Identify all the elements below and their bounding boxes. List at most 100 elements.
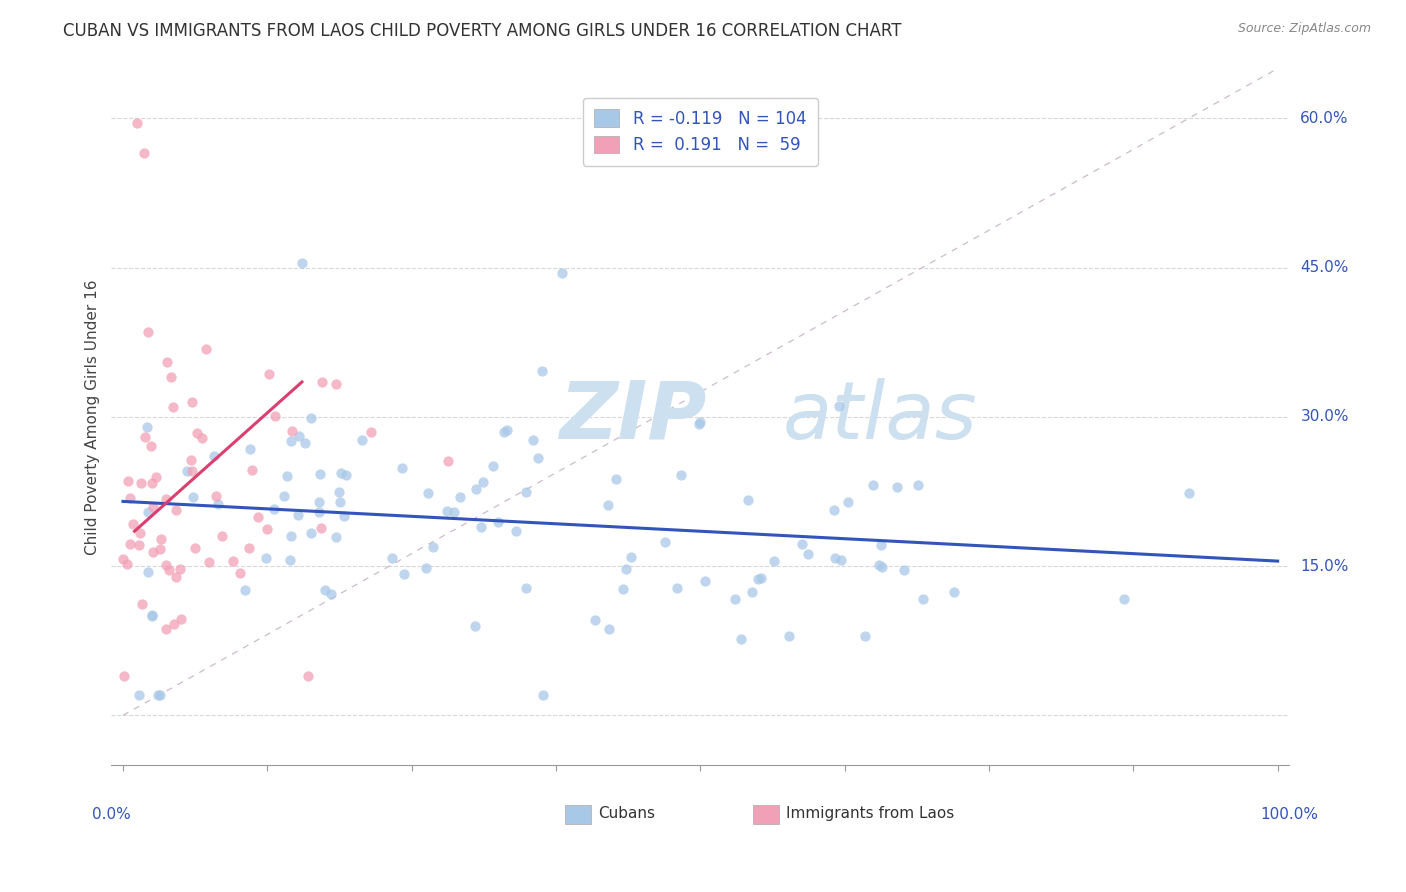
Text: 15.0%: 15.0% (1301, 558, 1348, 574)
Text: 100.0%: 100.0% (1260, 806, 1319, 822)
Point (333, 509, 356, 524)
Point (693, 574, 716, 589)
Point (907, 478, 929, 492)
Point (492, 425, 515, 439)
Point (792, 537, 814, 551)
Point (280, 553, 302, 567)
Point (181, 490, 204, 504)
Point (138, 325, 160, 339)
Point (823, 503, 845, 517)
Point (855, 629, 877, 643)
Point (242, 463, 264, 477)
Point (515, 485, 537, 500)
Point (862, 478, 884, 492)
Point (309, 521, 332, 535)
Point (730, 632, 752, 646)
Point (870, 538, 893, 552)
Point (614, 562, 637, 576)
Point (1112, 592, 1135, 607)
Point (724, 591, 747, 606)
Point (117, 474, 139, 488)
Point (155, 622, 177, 636)
Point (311, 376, 333, 390)
Text: Cubans: Cubans (598, 806, 655, 822)
Point (162, 401, 184, 415)
Text: CUBAN VS IMMIGRANTS FROM LAOS CHILD POVERTY AMONG GIRLS UNDER 16 CORRELATION CHA: CUBAN VS IMMIGRANTS FROM LAOS CHILD POVE… (63, 22, 901, 40)
Point (181, 395, 204, 409)
Point (482, 458, 505, 473)
Point (186, 425, 208, 440)
Point (204, 449, 226, 463)
Point (280, 434, 302, 448)
Point (256, 522, 278, 536)
Point (112, 668, 135, 682)
Point (211, 529, 233, 543)
Point (449, 490, 471, 504)
Point (381, 551, 404, 566)
Point (470, 520, 492, 534)
Text: 0.0%: 0.0% (91, 806, 131, 822)
Point (325, 377, 347, 392)
Point (169, 562, 191, 576)
Point (330, 466, 353, 480)
Point (527, 451, 550, 466)
Point (319, 587, 342, 601)
Point (131, 475, 153, 490)
Text: atlas: atlas (783, 378, 977, 456)
Point (654, 534, 676, 549)
Point (115, 558, 138, 572)
Point (125, 116, 148, 130)
Point (291, 255, 314, 269)
Point (886, 480, 908, 494)
Point (122, 516, 145, 531)
Point (132, 146, 155, 161)
Point (149, 532, 172, 546)
Point (229, 566, 252, 580)
Point (868, 558, 890, 572)
Point (443, 505, 465, 519)
Point (551, 266, 574, 280)
Point (620, 550, 643, 565)
Point (299, 411, 322, 425)
Point (165, 570, 187, 584)
Point (263, 501, 285, 516)
Point (139, 439, 162, 453)
Point (308, 505, 330, 519)
Point (671, 468, 693, 483)
Point (149, 542, 172, 557)
Point (163, 616, 186, 631)
Point (436, 504, 458, 518)
Point (308, 467, 330, 482)
Point (128, 688, 150, 702)
Point (464, 482, 486, 496)
Point (596, 498, 619, 512)
Point (314, 582, 336, 597)
Point (149, 689, 172, 703)
Point (688, 417, 710, 431)
Point (418, 486, 440, 500)
Point (207, 497, 229, 511)
Point (273, 490, 295, 504)
Point (486, 515, 509, 529)
Point (280, 529, 302, 543)
Point (204, 489, 226, 503)
Point (159, 563, 181, 577)
Legend: R = -0.119   N = 104, R =  0.191   N =  59: R = -0.119 N = 104, R = 0.191 N = 59 (582, 98, 818, 166)
Point (531, 689, 554, 703)
Point (287, 508, 309, 522)
Point (747, 572, 769, 586)
Point (239, 442, 262, 456)
Point (612, 582, 634, 596)
Point (184, 541, 207, 556)
FancyBboxPatch shape (754, 805, 779, 824)
Point (198, 555, 221, 569)
Point (350, 433, 373, 447)
Point (797, 547, 820, 561)
Point (134, 430, 156, 444)
Point (263, 409, 285, 423)
Point (246, 509, 269, 524)
Point (128, 525, 150, 540)
Point (165, 502, 187, 516)
Point (335, 468, 357, 483)
Point (190, 431, 212, 445)
